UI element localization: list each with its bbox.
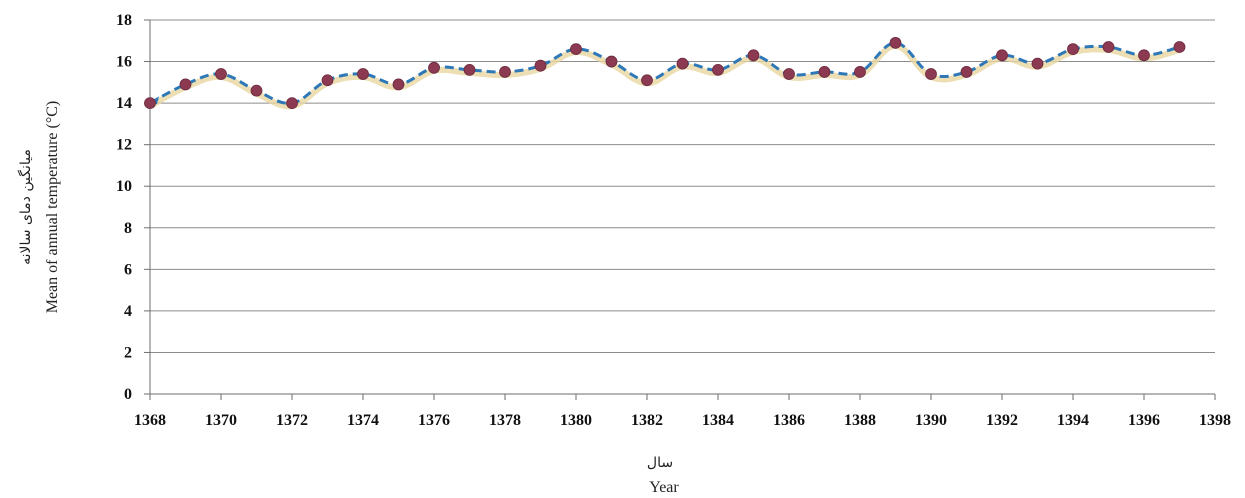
data-point-1375 — [392, 78, 405, 91]
x-axis-title-fa: سال — [647, 455, 673, 471]
data-point-1371 — [250, 84, 263, 97]
data-point-1369 — [179, 78, 192, 91]
data-point-1396 — [1138, 49, 1150, 62]
data-point-1388 — [854, 66, 866, 78]
y-tick-label-2: 2 — [124, 344, 132, 361]
data-point-1393 — [1031, 57, 1044, 70]
y-tick-label-18: 18 — [116, 12, 132, 29]
x-tick-label-1374: 1374 — [347, 412, 379, 429]
data-point-1381 — [605, 55, 618, 68]
y-axis-title: Mean of annual temperature (°C) — [44, 101, 61, 314]
data-point-1382 — [641, 74, 653, 87]
data-point-1397 — [1173, 41, 1186, 53]
x-axis-title: Year — [649, 479, 679, 496]
data-point-1390 — [925, 68, 937, 80]
y-tick-label-0: 0 — [124, 386, 132, 403]
data-point-1391 — [960, 66, 973, 78]
x-tick-label-1388: 1388 — [844, 412, 876, 429]
x-tick-label-1376: 1376 — [418, 412, 450, 429]
x-tick-label-1380: 1380 — [560, 412, 592, 429]
y-tick-label-6: 6 — [124, 261, 132, 278]
y-tick-label-8: 8 — [124, 220, 132, 237]
data-point-1392 — [996, 49, 1008, 62]
y-tick-label-14: 14 — [116, 95, 132, 112]
y-axis-title-fa: میانگین دمای سالانه — [17, 149, 34, 265]
y-tick-label-10: 10 — [116, 178, 132, 195]
y-tick-labels: 0 2 4 6 8 10 12 14 16 18 — [116, 12, 132, 403]
data-point-1386 — [783, 68, 795, 80]
data-point-1373 — [321, 74, 334, 87]
y-tick-label-16: 16 — [116, 54, 132, 71]
data-point-1384 — [712, 63, 724, 76]
gridlines — [150, 19, 1215, 353]
x-tick-label-1386: 1386 — [773, 412, 805, 429]
data-point-1395 — [1102, 41, 1115, 53]
data-point-1383 — [676, 57, 689, 70]
data-point-1374 — [357, 68, 369, 80]
data-point-1370 — [215, 68, 227, 80]
data-point-1394 — [1067, 43, 1079, 55]
x-tick-label-1396: 1396 — [1128, 412, 1160, 429]
data-point-1372 — [286, 97, 298, 110]
x-tick-label-1384: 1384 — [702, 412, 734, 429]
x-tick-label-1382: 1382 — [631, 412, 663, 429]
data-point-1376 — [428, 61, 440, 74]
data-point-1380 — [570, 43, 582, 55]
data-point-1389 — [889, 36, 902, 49]
x-tick-label-1392: 1392 — [986, 412, 1018, 429]
x-tick-label-1372: 1372 — [276, 412, 308, 429]
data-point-1379 — [534, 59, 547, 72]
data-point-1378 — [499, 66, 511, 78]
y-tick-label-12: 12 — [116, 137, 132, 154]
axis-titles: سال Year میانگین دمای سالانه Mean of ann… — [17, 101, 679, 496]
axes — [144, 19, 1216, 400]
x-tick-labels: 1368 1370 1372 1374 1376 1378 1380 1382 1384 1386… — [134, 412, 1231, 429]
series-group — [144, 36, 1186, 110]
x-tick-label-1390: 1390 — [915, 412, 947, 429]
x-tick-label-1394: 1394 — [1057, 412, 1089, 429]
x-tick-label-1370: 1370 — [205, 412, 237, 429]
data-point-1385 — [747, 49, 760, 62]
x-tick-label-1368: 1368 — [134, 412, 166, 429]
data-point-1387 — [818, 66, 831, 78]
x-tick-label-1398: 1398 — [1199, 412, 1231, 429]
x-tick-label-1378: 1378 — [489, 412, 521, 429]
y-tick-label-4: 4 — [124, 303, 132, 320]
data-point-1377 — [463, 63, 476, 76]
data-point-1368 — [144, 97, 156, 110]
